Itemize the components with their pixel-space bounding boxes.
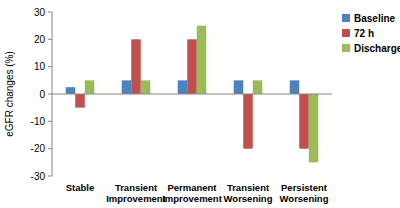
y-tick-label: 20 xyxy=(34,34,46,45)
x-axis-line xyxy=(52,94,332,95)
chart: -30 -20 -10 0 10 20 30 eGFR changes (%) Stable Tr… xyxy=(0,0,400,208)
category-label-line: Improvement xyxy=(106,193,166,204)
y-tick xyxy=(48,39,52,40)
legend-label: Baseline xyxy=(354,13,396,24)
category-label-line: Transient xyxy=(227,182,270,193)
category-label-line: Worsening xyxy=(224,193,273,204)
bar xyxy=(75,94,85,108)
y-tick xyxy=(48,148,52,149)
y-tick xyxy=(48,94,52,95)
y-tick-label: 30 xyxy=(34,7,46,18)
legend-swatch xyxy=(342,14,350,22)
bar xyxy=(141,80,151,94)
bar xyxy=(234,80,244,94)
y-tick xyxy=(48,12,52,13)
legend-label: Discharge xyxy=(354,43,400,54)
bar xyxy=(309,94,319,162)
category-label-line: Worsening xyxy=(280,193,329,204)
y-tick-label: 0 xyxy=(39,89,45,100)
bar xyxy=(187,39,197,94)
y-tick-label: -30 xyxy=(31,171,46,182)
bar xyxy=(66,87,76,94)
category-label: PersistentWorsening xyxy=(280,182,329,204)
category-label-line: Permanent xyxy=(167,182,217,193)
y-axis-label: eGFR changes (%) xyxy=(4,51,15,137)
category-label: TransientImprovement xyxy=(106,182,166,204)
category-label: Stable xyxy=(66,182,95,193)
category-label-line: Stable xyxy=(66,182,95,193)
bar xyxy=(243,94,253,149)
category-label-line: Persistent xyxy=(281,182,328,193)
legend-swatch xyxy=(342,44,350,52)
legend-label: 72 h xyxy=(354,28,374,39)
bar xyxy=(299,94,309,149)
bar xyxy=(290,80,300,94)
y-tick-label: -10 xyxy=(31,116,46,127)
bar xyxy=(178,80,188,94)
category-label: PermanentImprovement xyxy=(162,182,222,204)
category-label-line: Transient xyxy=(115,182,158,193)
bar xyxy=(253,80,263,94)
y-tick xyxy=(48,176,52,177)
legend-swatch xyxy=(342,29,350,37)
y-tick-label: -20 xyxy=(31,143,46,154)
y-tick-label: 10 xyxy=(34,61,46,72)
y-tick xyxy=(48,66,52,67)
category-label-line: Improvement xyxy=(162,193,222,204)
bar xyxy=(197,26,207,94)
bar xyxy=(131,39,141,94)
category-label: TransientWorsening xyxy=(224,182,273,204)
y-tick xyxy=(48,121,52,122)
bar xyxy=(122,80,132,94)
bar xyxy=(85,80,95,94)
